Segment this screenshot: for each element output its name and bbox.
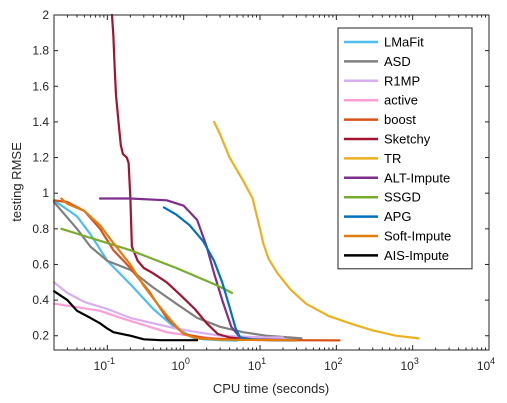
- y-tick-label: 1.8: [32, 44, 49, 58]
- x-tick-label: 102: [324, 356, 342, 373]
- y-tick-label: 1.6: [32, 79, 49, 93]
- x-tick-label: 100: [171, 356, 189, 373]
- legend-label-tr: TR: [384, 151, 401, 166]
- series-line-r1mp: [52, 281, 285, 339]
- legend: LMaFit ASD R1MP active boost Sketchy TR ALT-Imp…: [337, 27, 473, 270]
- series-line-soft-impute: [60, 197, 298, 342]
- legend-label-lmafit: LMaFit: [384, 35, 424, 50]
- x-axis-label: CPU time (seconds): [213, 381, 329, 396]
- x-tick-label: 10-1: [94, 356, 115, 373]
- legend-label-r1mp: R1MP: [384, 73, 420, 88]
- legend-label-asd: ASD: [384, 54, 411, 69]
- series-line-ssgd: [60, 227, 234, 295]
- x-tick-label: 104: [477, 356, 495, 373]
- legend-label-ais-impute: AIS-Impute: [384, 248, 449, 263]
- y-tick-label: 0.4: [32, 293, 49, 307]
- legend-label-active: active: [384, 93, 418, 108]
- series-line-tr: [213, 120, 420, 340]
- y-tick-label: 0.2: [32, 329, 49, 343]
- legend-label-boost: boost: [384, 112, 416, 127]
- series-layer: [52, 13, 420, 342]
- tick-layer: 0.2 0.4 0.6 0.8 1 1.2 1.4 1.6 1.8 2 10-1 100 101 102 1…: [32, 8, 495, 373]
- x-tick-label: 101: [248, 356, 266, 373]
- y-tick-label: 0.8: [32, 222, 49, 236]
- y-tick-label: 1: [42, 186, 49, 200]
- legend-label-apg: APG: [384, 209, 411, 224]
- x-tick-label: 103: [400, 356, 418, 373]
- y-tick-label: 1.4: [32, 115, 49, 129]
- y-axis-label: testing RMSE: [9, 142, 24, 222]
- series-line-ais-impute: [52, 290, 199, 342]
- legend-label-soft-impute: Soft-Impute: [384, 229, 451, 244]
- legend-label-alt-impute: ALT-Impute: [384, 170, 450, 185]
- legend-box: [337, 27, 473, 270]
- legend-label-ssgd: SSGD: [384, 190, 421, 205]
- y-tick-label: 0.6: [32, 257, 49, 271]
- series-line-sketchy: [110, 13, 298, 342]
- plot-frame: [53, 14, 490, 351]
- y-tick-label: 1.2: [32, 151, 49, 165]
- series-line-asd: [52, 201, 303, 340]
- legend-label-sketchy: Sketchy: [384, 132, 431, 147]
- y-tick-label: 2: [42, 8, 49, 22]
